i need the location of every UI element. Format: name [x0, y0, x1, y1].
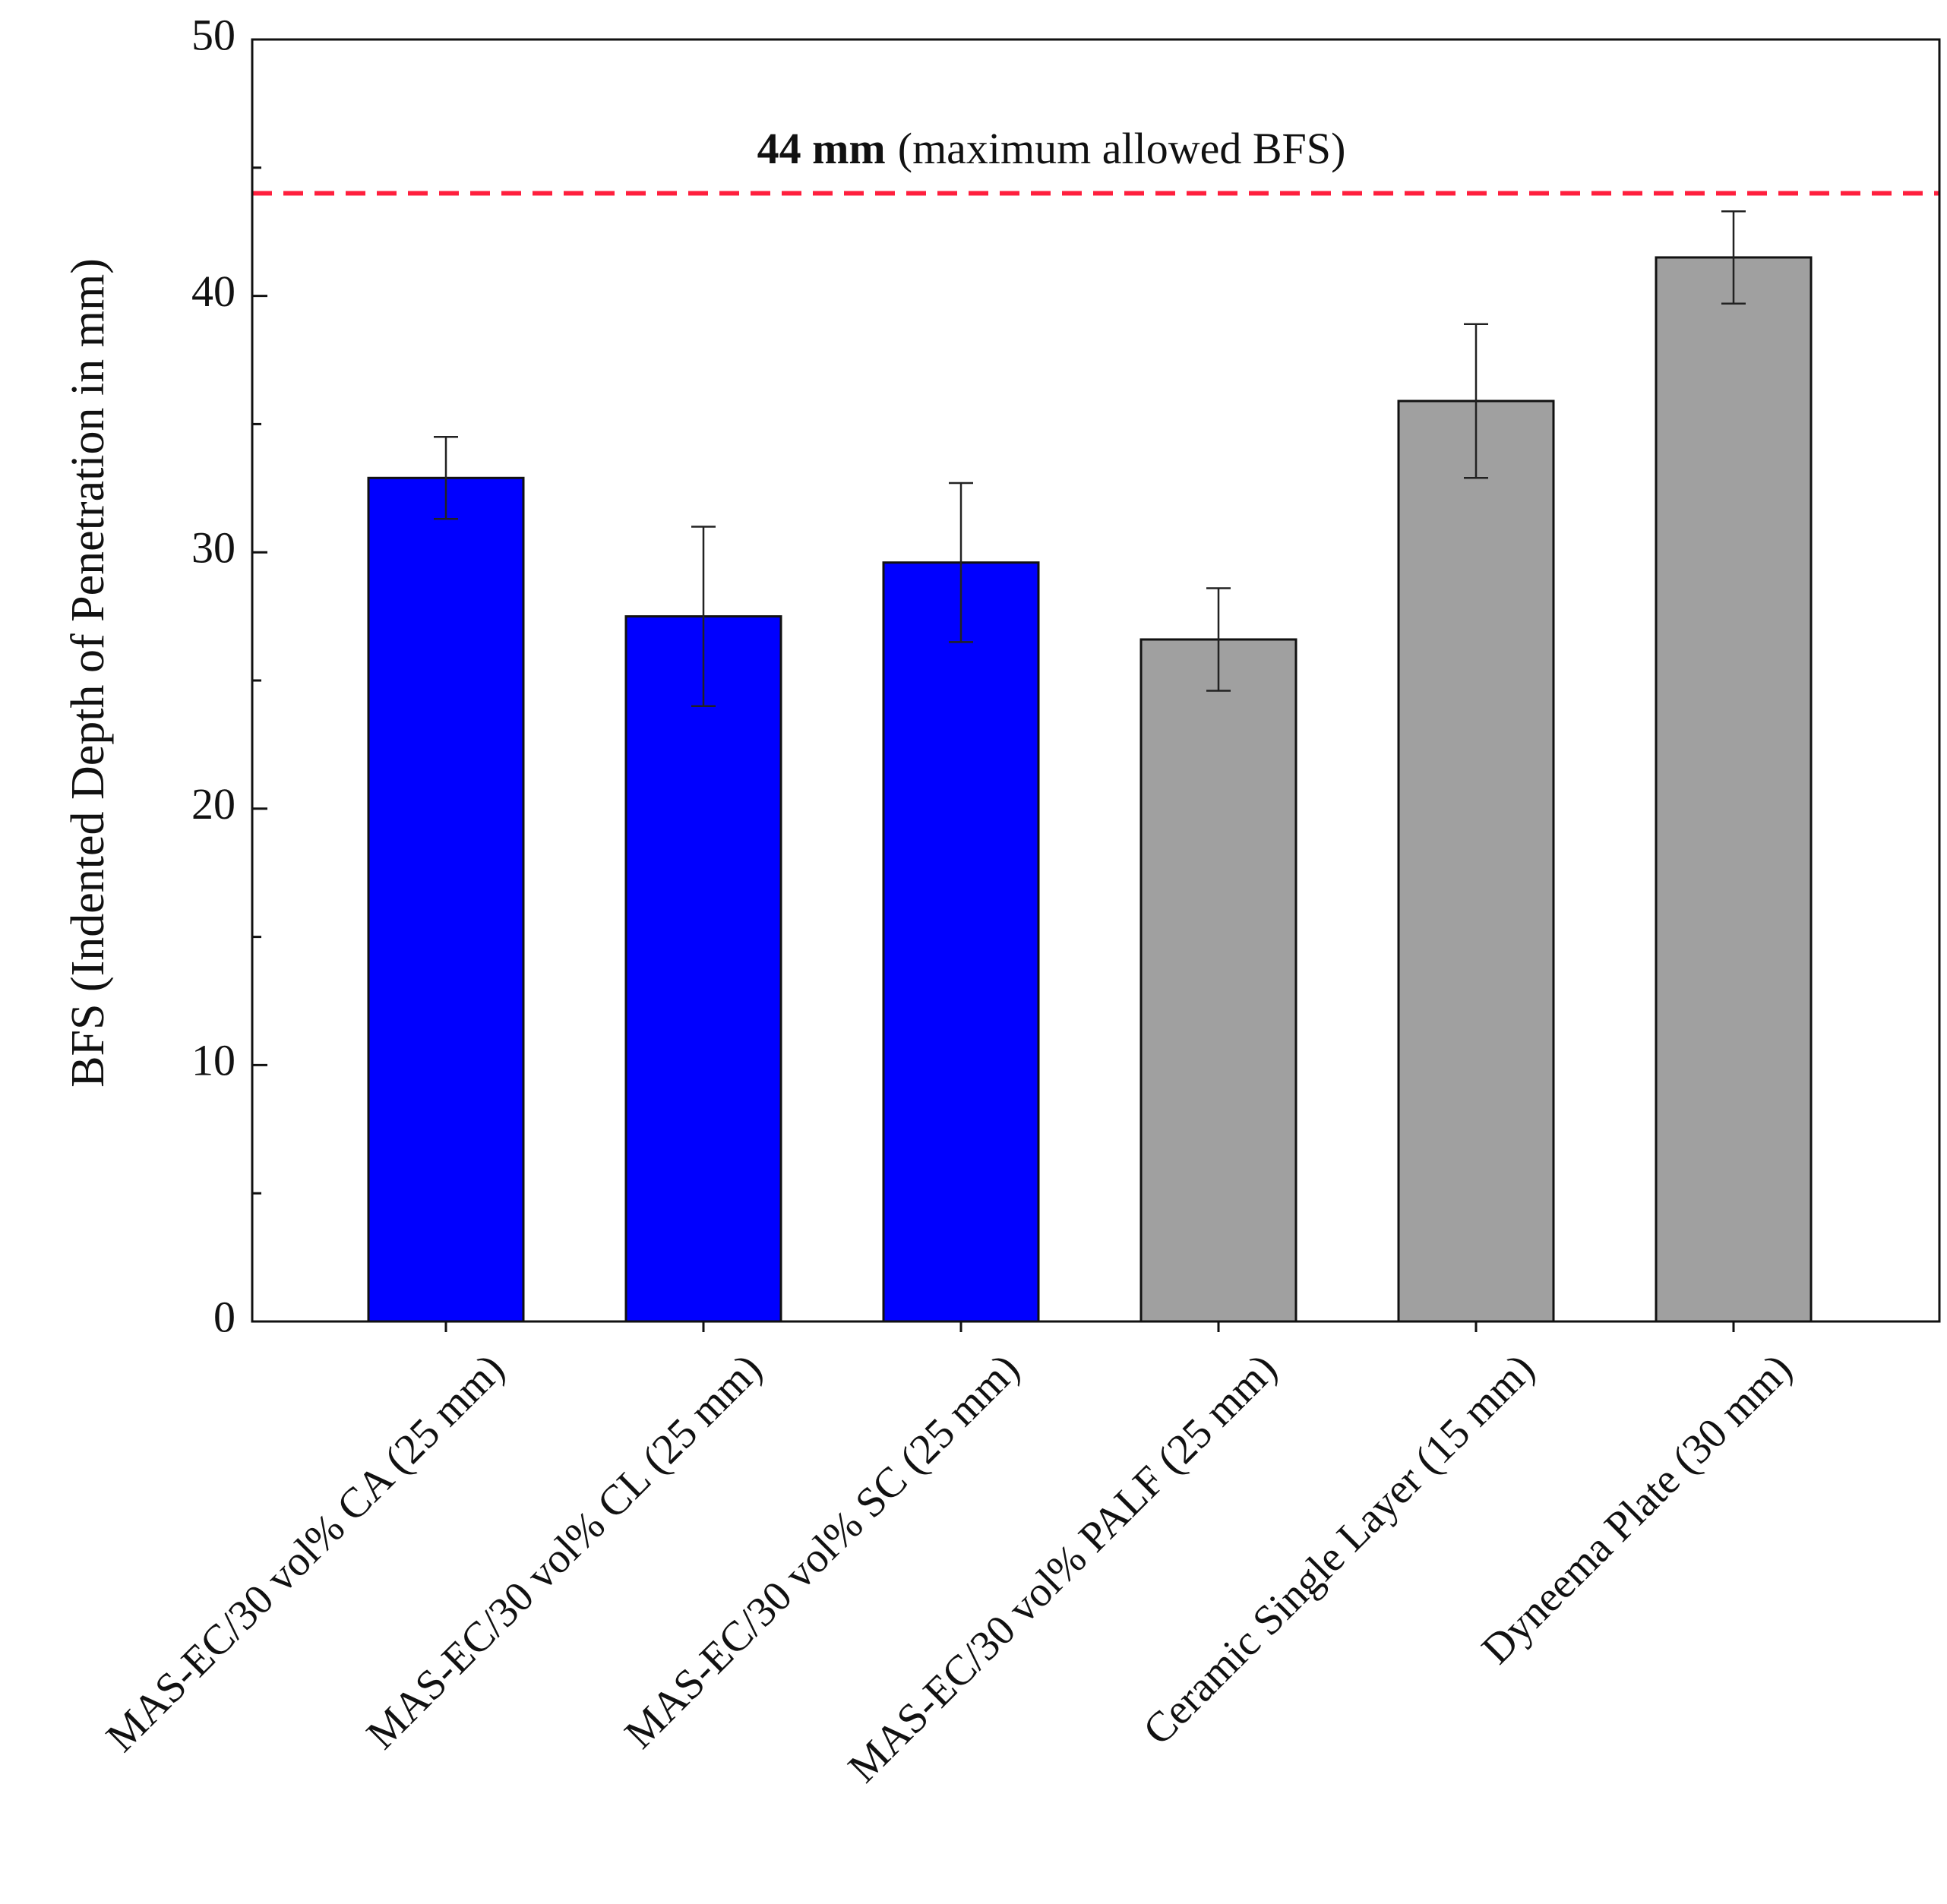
- bar-2: [624, 615, 782, 1323]
- y-tick-label-10: 10: [191, 1036, 235, 1085]
- y-tick-label-50: 50: [191, 10, 235, 59]
- y-tick-label-0: 0: [213, 1292, 235, 1341]
- bar-5: [1397, 399, 1555, 1323]
- axes-layer: [251, 38, 1941, 1332]
- reference-line-label-rest: (maximum allowed BFS): [898, 124, 1346, 173]
- y-tick-label-20: 20: [191, 779, 235, 829]
- reference-line-label: 44 mm (maximum allowed BFS): [757, 124, 1346, 173]
- y-tick-label-30: 30: [191, 523, 235, 573]
- x-tick-label-4: MAS-EC/30 vol% PALF (25 mm): [839, 1345, 1286, 1792]
- bars-layer: [367, 210, 1813, 1323]
- bar-6: [1655, 256, 1813, 1323]
- x-tick-label-1: MAS-EC/30 vol% CA (25 mm): [97, 1345, 514, 1761]
- reference-line-label-bold: 44 mm: [757, 124, 886, 173]
- bar-4: [1139, 638, 1297, 1323]
- bar-1: [367, 476, 525, 1323]
- y-tick-label-40: 40: [191, 267, 235, 316]
- y-axis-title: BFS (Indented Depth of Penetration in mm…: [62, 258, 114, 1088]
- bar-3: [882, 561, 1040, 1323]
